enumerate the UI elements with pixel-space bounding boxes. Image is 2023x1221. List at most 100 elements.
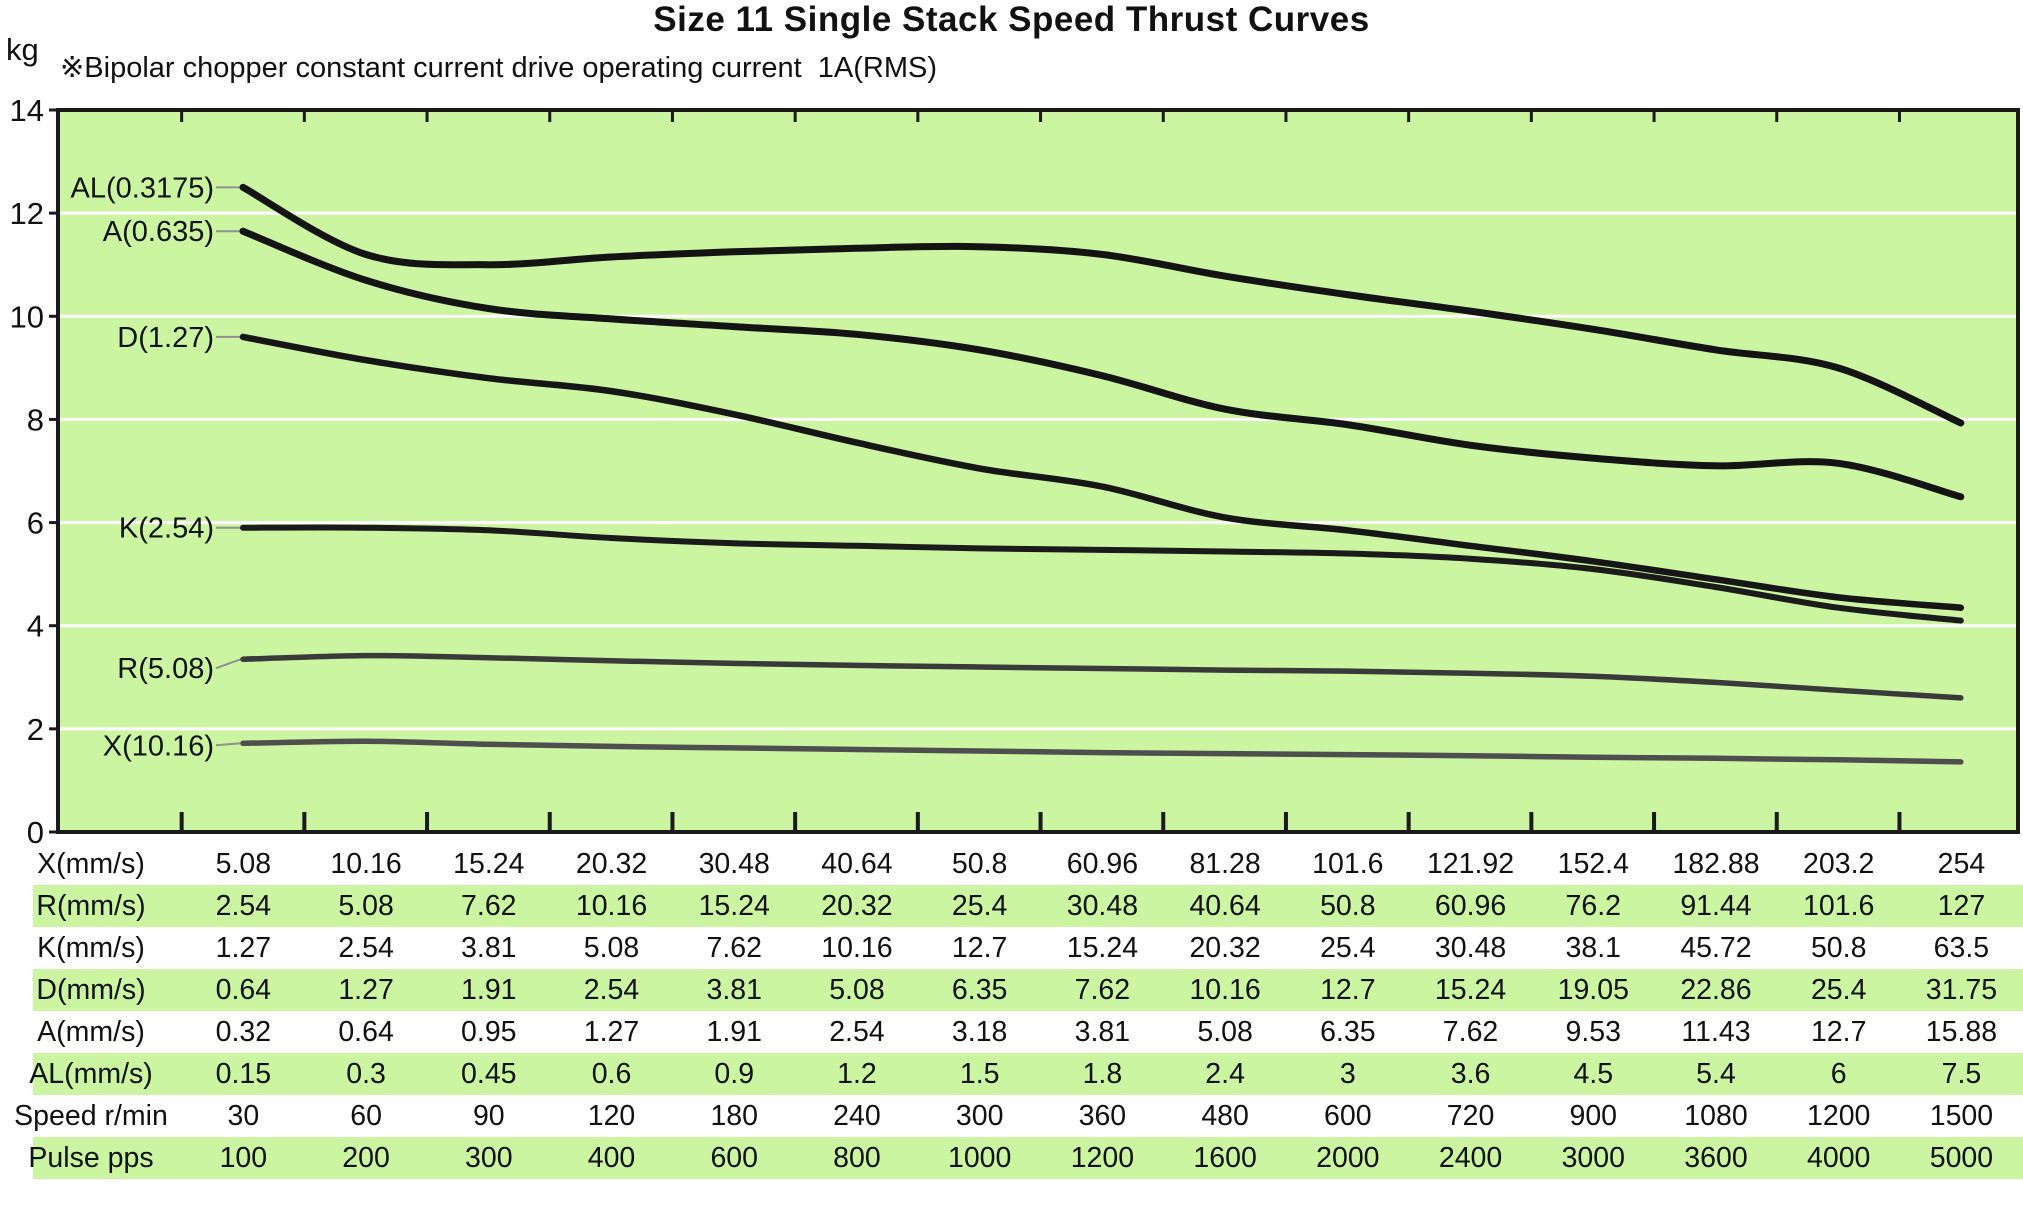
curve-label-AL: AL(0.3175) [71, 172, 215, 204]
value-cell: 5.08 [583, 931, 640, 964]
value-cell: 31.75 [1925, 973, 1998, 1006]
curve-label-K: K(2.54) [119, 513, 214, 545]
value-cell: 3 [1339, 1057, 1356, 1090]
value-cell: 3.6 [1450, 1057, 1491, 1090]
value-cell: 40.64 [1189, 889, 1261, 922]
row-header-cell: K(mm/s) [37, 931, 145, 964]
table-row-al-mm-s: AL(mm/s) 0.15 0.3 0.45 0.6 0.9 1.2 1.5 1.8 2.4 3 3.… [0, 1053, 2023, 1095]
value-cell: 720 [1446, 1099, 1495, 1132]
value-cell: 120 [587, 1099, 636, 1132]
thrust-curves-chart: 14 12 10 8 6 4 2 0 AL(0.3175) A(0.635) D(1.27) K(2.… [10, 93, 2020, 845]
plot-area-background [58, 110, 2018, 832]
value-cell: 50.8 [1810, 931, 1867, 964]
table-row-speed-r-min: Speed r/min 30 60 90 120 180 240 300 360 480 600 72… [0, 1095, 2023, 1137]
value-cell: 2.54 [829, 1015, 885, 1048]
value-cell: 2400 [1438, 1141, 1503, 1174]
value-cell: 3.81 [706, 973, 762, 1006]
value-cell: 1080 [1684, 1099, 1748, 1132]
curve-R [240, 652, 1964, 701]
value-cell: 40.64 [821, 847, 893, 880]
value-cell: 900 [1569, 1099, 1618, 1132]
value-cell: 4.5 [1573, 1057, 1614, 1090]
row-header-cell: AL(mm/s) [29, 1057, 153, 1090]
value-cell: 15.24 [698, 889, 770, 922]
value-cell: 25.4 [1320, 931, 1376, 964]
value-cell: 0.64 [338, 1015, 394, 1048]
value-cell: 10.16 [330, 847, 402, 880]
value-cell: 600 [1324, 1099, 1372, 1132]
value-cell: 60.96 [1066, 847, 1139, 880]
value-cell: 1.91 [706, 1015, 762, 1048]
page-title: Size 11 Single Stack Speed Thrust Curves [653, 0, 1370, 39]
value-cell: 1200 [1807, 1099, 1871, 1132]
y-axis-label-8: 8 [27, 402, 44, 437]
value-cell: 254 [1937, 847, 1986, 880]
curve-AL [239, 183, 1965, 427]
value-cell: 1.5 [959, 1057, 1000, 1090]
curve-K [240, 524, 1964, 624]
value-cell: 30 [227, 1099, 260, 1132]
value-cell: 0.95 [461, 1015, 517, 1048]
value-cell: 6 [1830, 1057, 1847, 1090]
value-cell: 25.4 [1810, 973, 1867, 1006]
value-cell: 5.08 [338, 889, 394, 922]
value-cell: 20.32 [821, 889, 893, 922]
value-cell: 1.2 [837, 1057, 877, 1090]
value-cell: 5.08 [215, 847, 272, 880]
value-cell: 90 [472, 1099, 505, 1132]
value-cell: 81.28 [1189, 847, 1261, 880]
value-cell: 2.54 [215, 889, 272, 922]
curve-D [239, 333, 1965, 611]
y-axis-label-12: 12 [10, 196, 44, 231]
value-cell: 19.05 [1557, 973, 1629, 1006]
value-cell: 38.1 [1565, 931, 1621, 964]
value-cell: 7.62 [706, 931, 762, 964]
y-axis-label-0: 0 [27, 815, 44, 845]
value-cell: 480 [1201, 1099, 1249, 1132]
value-cell: 2000 [1316, 1141, 1380, 1174]
value-cell: 3600 [1684, 1141, 1748, 1174]
value-cell: 1200 [1070, 1141, 1135, 1174]
value-cell: 3.18 [951, 1015, 1008, 1048]
value-cell: 5000 [1929, 1141, 1994, 1174]
value-cell: 101.6 [1803, 889, 1875, 922]
value-cell: 15.24 [1434, 973, 1507, 1006]
value-cell: 1.27 [215, 931, 272, 964]
value-cell: 5.4 [1696, 1057, 1736, 1090]
value-cell: 7.5 [1941, 1057, 1982, 1090]
y-axis-label-6: 6 [27, 506, 44, 541]
value-cell: 30.48 [698, 847, 770, 880]
value-cell: 360 [1078, 1099, 1127, 1132]
value-cell: 60.96 [1434, 889, 1507, 922]
value-cell: 4000 [1807, 1141, 1871, 1174]
value-cell: 12.7 [1320, 973, 1376, 1006]
value-cell: 25.4 [951, 889, 1008, 922]
value-cell: 20.32 [575, 847, 648, 880]
value-cell: 101.6 [1312, 847, 1384, 880]
table-row-r-mm-s: R(mm/s) 2.54 5.08 7.62 10.16 15.24 20.32 25.4 30… [0, 885, 2023, 927]
value-cell: 1600 [1193, 1141, 1257, 1174]
value-cell: 0.32 [215, 1015, 272, 1048]
row-header-cell: X(mm/s) [37, 847, 145, 880]
table-row-pulse-pps: Pulse pps 100 200 300 400 600 800 1000 1200 1600 2… [0, 1137, 2023, 1179]
value-cell: 7.62 [1074, 973, 1131, 1006]
value-cell: 182.88 [1672, 847, 1760, 880]
value-cell: 60 [350, 1099, 382, 1132]
curve-label-A: A(0.635) [103, 216, 214, 248]
value-cell: 0.3 [346, 1057, 386, 1090]
chart-note: ※Bipolar chopper constant current drive … [60, 52, 937, 84]
value-cell: 600 [710, 1141, 759, 1174]
plot-border [56, 108, 2020, 834]
value-cell: 6.35 [951, 973, 1008, 1006]
value-cell: 12.7 [951, 931, 1008, 964]
value-cell: 1500 [1929, 1099, 1994, 1132]
value-cell: 1.8 [1082, 1057, 1123, 1090]
value-cell: 300 [465, 1141, 513, 1174]
table-row-a-mm-s: A(mm/s) 0.32 0.64 0.95 1.27 1.91 2.54 3.18 3.81 5… [0, 1011, 2023, 1053]
value-cell: 2.54 [583, 973, 640, 1006]
value-cell: 0.64 [215, 973, 272, 1006]
value-cell: 7.62 [1442, 1015, 1499, 1048]
value-cell: 91.44 [1680, 889, 1752, 922]
value-cell: 0.9 [714, 1057, 755, 1090]
